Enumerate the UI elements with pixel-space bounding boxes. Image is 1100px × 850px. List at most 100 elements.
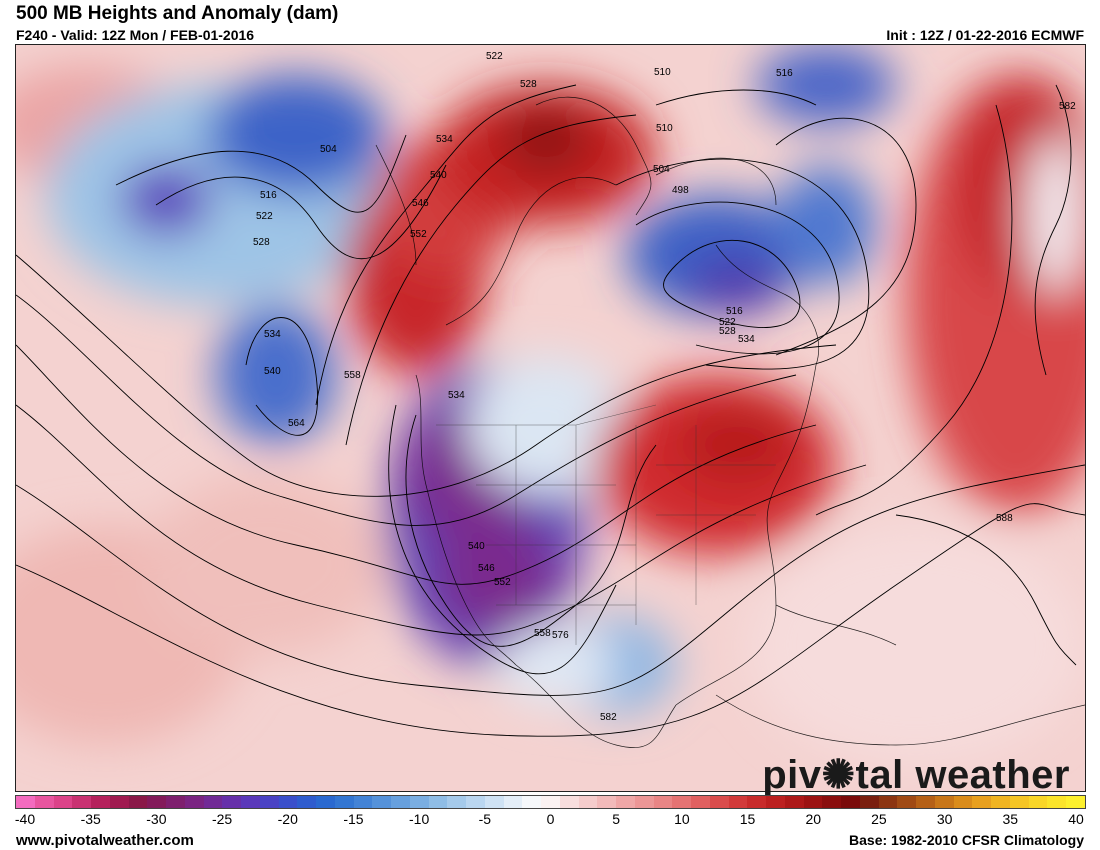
colorbar-cell [297, 796, 316, 808]
anomaly-colorbar [15, 795, 1086, 809]
colorbar-cell [1047, 796, 1066, 808]
contour-label: 546 [478, 563, 495, 574]
colorbar-cell [53, 796, 73, 808]
contour-label: 528 [253, 237, 270, 248]
contour-label: 576 [552, 630, 569, 641]
colorbar-tick-label: -5 [478, 811, 492, 827]
colorbar-cell [484, 796, 504, 808]
colorbar-cell [353, 796, 373, 808]
colorbar-cell [334, 796, 354, 808]
colorbar-cell [503, 796, 523, 808]
colorbar-cell [72, 796, 91, 808]
colorbar-cell [203, 796, 223, 808]
colorbar-cell [747, 796, 766, 808]
colorbar-cell [897, 796, 916, 808]
contour-label: 564 [288, 418, 305, 429]
colorbar-cell [34, 796, 54, 808]
contour-label: 534 [738, 334, 755, 345]
contour-label: 558 [534, 628, 551, 639]
colorbar-cell [541, 796, 560, 808]
colorbar-tick-label: -15 [343, 811, 364, 827]
colorbar-tick-label: 0 [546, 811, 555, 827]
colorbar-cell [522, 796, 541, 808]
pivotal-weather-logo: piv✺tal weather [762, 753, 1070, 797]
colorbar-cell [466, 796, 485, 808]
contour-label: 540 [430, 170, 447, 181]
contour-label: 546 [412, 198, 429, 209]
colorbar-cell [559, 796, 579, 808]
contour-label: 522 [256, 211, 273, 222]
contour-labels: 522 528 510 516 582 534 540 510 504 504 … [253, 51, 1076, 723]
contour-label: 534 [264, 329, 281, 340]
contour-label: 558 [344, 370, 361, 381]
colorbar-cell [316, 796, 335, 808]
colorbar-cell [372, 796, 391, 808]
climatology-note: Base: 1982-2010 CFSR Climatology [849, 832, 1084, 848]
website-link[interactable]: www.pivotalweather.com [16, 832, 194, 849]
contour-label: 582 [1059, 101, 1076, 112]
colorbar-cell [766, 796, 785, 808]
colorbar-tick-label: 15 [739, 811, 756, 827]
colorbar-cell [241, 796, 260, 808]
colorbar-cell [803, 796, 823, 808]
colorbar-tick-label: 25 [871, 811, 887, 827]
colorbar-tick-label: 5 [612, 811, 621, 827]
colorbar-tick-label: -35 [80, 811, 101, 827]
colorbar-cell [278, 796, 298, 808]
contour-label: 588 [996, 513, 1013, 524]
colorbar-cell [1009, 796, 1029, 808]
contour-label: 522 [486, 51, 503, 62]
colorbar-tick-label: -30 [146, 811, 167, 827]
colorbar-cell [991, 796, 1010, 808]
contour-label: 516 [260, 190, 277, 201]
colorbar-cell [109, 796, 129, 808]
colorbar-tick-label: 40 [1068, 811, 1084, 827]
colorbar-cell [128, 796, 148, 808]
colorbar-cell [184, 796, 204, 808]
colorbar-ticks: -40 -35 -30 -25 -20 -15 -10 -5 0 5 10 15 20 25 30 35 40 [15, 811, 1086, 829]
colorbar-cell [653, 796, 673, 808]
contour-label: 534 [436, 134, 453, 145]
colorbar-cell [447, 796, 466, 808]
colorbar-cell [784, 796, 804, 808]
colorbar-cell [878, 796, 898, 808]
colorbar-tick-label: -20 [277, 811, 298, 827]
colorbar-cell [578, 796, 598, 808]
wheel-icon: ✺ [821, 753, 856, 797]
colorbar-cell [841, 796, 860, 808]
contour-label: 504 [653, 164, 670, 175]
colorbar-cell [972, 796, 991, 808]
colorbar-tick-label: -10 [409, 811, 430, 827]
init-time: Init : 12Z / 01-22-2016 ECMWF [886, 27, 1084, 43]
contour-label: 534 [448, 390, 465, 401]
colorbar-cell [672, 796, 691, 808]
colorbar-cell [709, 796, 729, 808]
colorbar-cell [91, 796, 110, 808]
map-canvas: 522 528 510 516 582 534 540 510 504 504 … [16, 45, 1085, 791]
colorbar-cell [1066, 796, 1085, 808]
contour-label: 528 [719, 326, 736, 337]
coastlines [375, 96, 1085, 748]
colorbar-cell [259, 796, 279, 808]
contour-label: 552 [494, 577, 511, 588]
contour-label: 516 [776, 68, 793, 79]
colorbar-cell [222, 796, 241, 808]
colorbar-cell [16, 796, 35, 808]
contour-label: 522 [719, 317, 736, 328]
contour-label: 510 [656, 123, 673, 134]
colorbar-cell [859, 796, 879, 808]
anomaly-map: 522 528 510 516 582 534 540 510 504 504 … [15, 44, 1086, 792]
colorbar-cell [597, 796, 616, 808]
colorbar-cell [616, 796, 635, 808]
colorbar-cell [1028, 796, 1048, 808]
colorbar-tick-label: 30 [936, 811, 953, 827]
colorbar-cell [691, 796, 710, 808]
contour-label: 510 [654, 67, 671, 78]
contour-label: 552 [410, 229, 427, 240]
colorbar-cell [166, 796, 185, 808]
colorbar-cell [953, 796, 973, 808]
colorbar-cell [728, 796, 748, 808]
colorbar-tick-label: -25 [211, 811, 233, 827]
contour-label: 540 [264, 366, 281, 377]
height-contours [16, 84, 1085, 737]
